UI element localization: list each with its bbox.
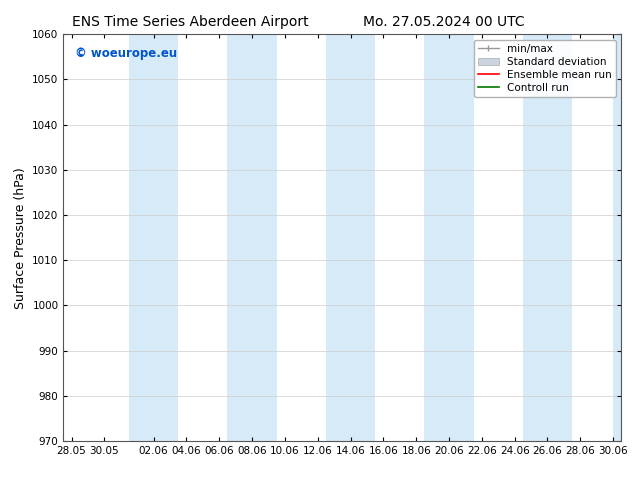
Bar <box>129 34 178 441</box>
Legend: min/max, Standard deviation, Ensemble mean run, Controll run: min/max, Standard deviation, Ensemble me… <box>474 40 616 97</box>
Text: © woeurope.eu: © woeurope.eu <box>75 47 177 59</box>
Bar <box>424 34 474 441</box>
Text: ENS Time Series Aberdeen Airport: ENS Time Series Aberdeen Airport <box>72 15 309 29</box>
Bar <box>613 34 630 441</box>
Bar <box>523 34 572 441</box>
Text: Mo. 27.05.2024 00 UTC: Mo. 27.05.2024 00 UTC <box>363 15 524 29</box>
Bar <box>228 34 276 441</box>
Bar <box>326 34 375 441</box>
Y-axis label: Surface Pressure (hPa): Surface Pressure (hPa) <box>14 167 27 309</box>
